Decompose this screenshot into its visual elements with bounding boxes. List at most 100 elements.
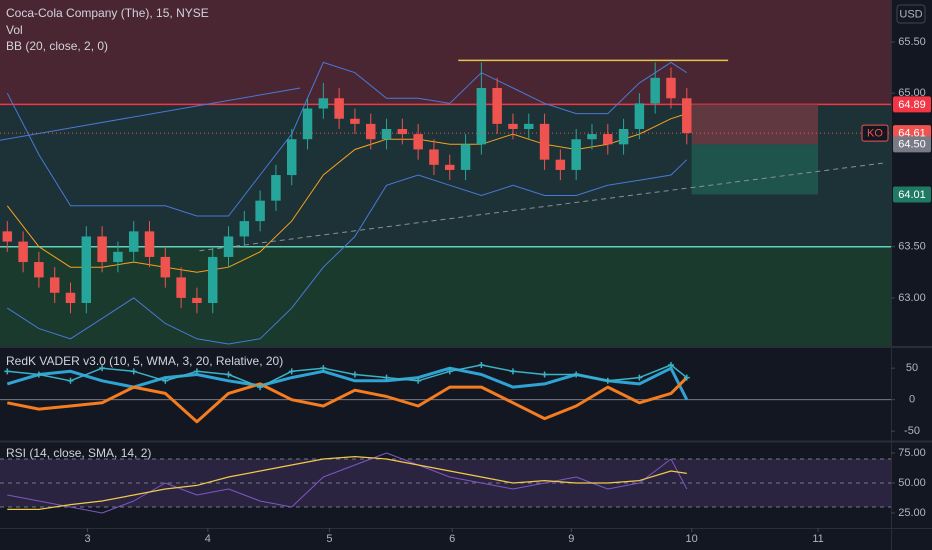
cross-marker — [130, 368, 137, 375]
cross-marker — [573, 371, 580, 378]
cross-marker — [35, 371, 42, 378]
currency: USD — [899, 8, 922, 20]
candle-body — [682, 98, 692, 134]
candle-body — [65, 292, 76, 304]
cross-marker — [4, 368, 11, 375]
candle-body — [223, 236, 234, 257]
price-badge-label: 64.50 — [898, 139, 926, 151]
y-tick-label: 50 — [906, 362, 918, 374]
cross-marker — [667, 362, 674, 369]
price-badge — [893, 96, 931, 113]
y-tick-label: 75.00 — [898, 447, 926, 459]
candle-body — [413, 134, 423, 150]
y-tick-label: -50 — [904, 425, 920, 437]
candle-body — [192, 297, 202, 304]
cross-marker — [351, 371, 358, 378]
price-badge — [893, 136, 931, 153]
bb-upper — [6, 61, 688, 217]
stop-box — [691, 104, 819, 145]
ticker-label: KO — [867, 127, 883, 139]
price-zone — [0, 0, 891, 105]
candle-body — [302, 108, 313, 140]
candle-body — [97, 236, 107, 263]
candle-body — [350, 118, 360, 124]
candle-body — [381, 128, 392, 140]
y-tick-label: 50.00 — [898, 477, 926, 489]
y-tick-label: 25.00 — [898, 507, 926, 519]
candle-body — [176, 277, 186, 298]
x-tick-label: 11 — [812, 533, 823, 545]
candle-body — [571, 139, 581, 170]
candle-body — [618, 128, 629, 145]
target-box — [691, 144, 819, 195]
indicator-label: Vol — [6, 23, 23, 37]
candle-body — [445, 164, 455, 170]
candle-body — [539, 123, 550, 160]
cross-marker — [415, 377, 422, 384]
price-badge-label: 64.89 — [898, 99, 926, 111]
cross-marker — [225, 371, 232, 378]
candle-body — [128, 231, 139, 252]
x-tick-label: 10 — [686, 533, 698, 545]
ticker-badge — [861, 124, 889, 142]
cross-marker — [99, 365, 106, 372]
candle-body — [460, 144, 471, 170]
candle-body — [286, 139, 297, 176]
cross-marker — [67, 377, 74, 384]
price-badge-label: 64.01 — [898, 189, 926, 201]
cross-marker — [636, 374, 643, 381]
candle-body — [271, 175, 281, 201]
symbol-title: Coca-Cola Company (The), 15, NYSE — [6, 6, 209, 20]
trendline — [199, 162, 885, 252]
currency-box[interactable] — [896, 4, 926, 24]
candle-body — [239, 221, 250, 237]
rsi-band — [0, 458, 891, 507]
y-tick-label: 65.50 — [898, 36, 926, 48]
candle-body — [144, 231, 155, 257]
x-tick-label: 4 — [205, 533, 211, 545]
candle-body — [81, 236, 92, 304]
candle-body — [476, 88, 487, 145]
candle-body — [397, 128, 408, 135]
vader-pane — [0, 348, 891, 440]
candle-body — [113, 251, 123, 263]
trendline — [0, 87, 301, 141]
x-tick-label: 5 — [326, 533, 332, 545]
cross-marker — [383, 374, 390, 381]
cross-marker — [446, 368, 453, 375]
candle-body — [650, 77, 660, 104]
cross-marker — [541, 371, 548, 378]
bb-basis — [6, 113, 687, 273]
candle-body — [603, 134, 613, 145]
indicator-line — [7, 456, 687, 510]
cross-marker — [162, 377, 169, 384]
cross-marker — [257, 384, 264, 391]
price-zone — [0, 246, 891, 346]
candle-body — [318, 98, 329, 109]
rsi-title: RSI (14, close, SMA, 14, 2) — [6, 446, 151, 460]
cross-marker — [604, 377, 611, 384]
candle-body — [508, 123, 518, 129]
candle-body — [160, 256, 171, 278]
cross-marker — [320, 365, 327, 372]
y-tick-label: 63.50 — [898, 241, 926, 253]
candle-body — [255, 200, 265, 222]
y-tick-label: 0 — [909, 394, 915, 406]
cross-marker — [683, 374, 690, 381]
cross-marker — [478, 362, 485, 369]
candle-body — [18, 241, 28, 263]
indicator-label: BB (20, close, 2, 0) — [6, 39, 108, 53]
x-tick-label: 3 — [84, 533, 90, 545]
price-badge — [893, 186, 931, 203]
candle-body — [2, 231, 13, 242]
vader-title: RedK VADER v3.0 (10, 5, WMA, 3, 20, Rela… — [6, 354, 283, 368]
candle-body — [49, 277, 60, 293]
candle-body — [666, 77, 676, 99]
cross-marker — [509, 368, 516, 375]
bb-lower — [7, 159, 688, 345]
indicator-line — [7, 376, 688, 424]
candle-body — [366, 123, 376, 140]
candle-body — [634, 103, 645, 129]
candle-body — [334, 98, 344, 119]
